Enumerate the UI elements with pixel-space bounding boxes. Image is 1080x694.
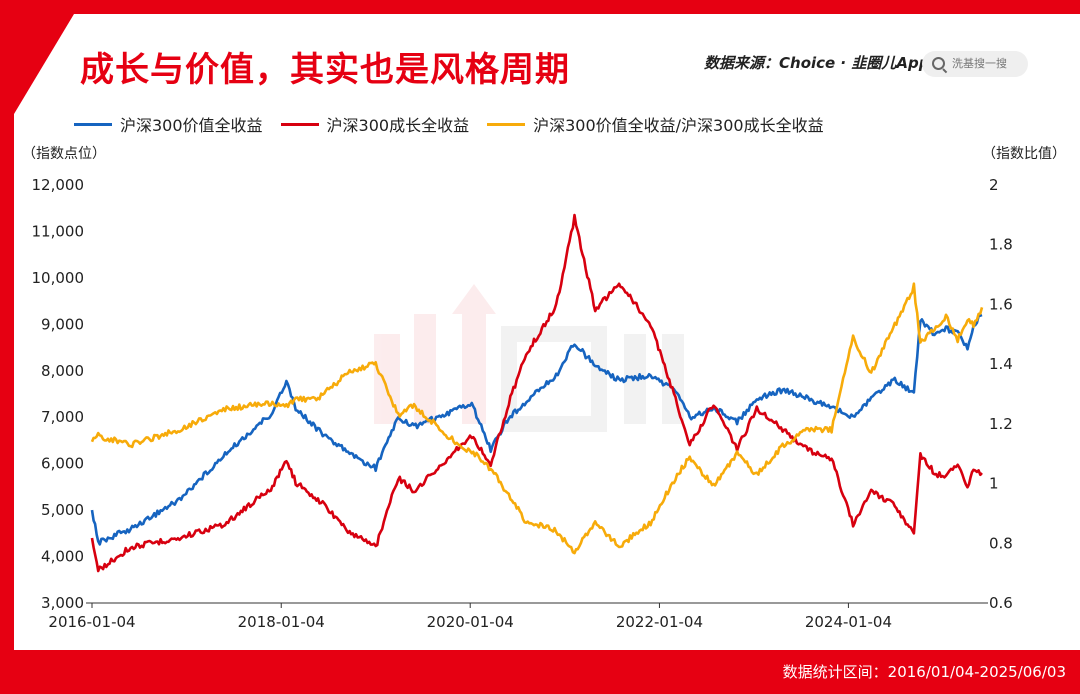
y-right-tick-label: 1.8 bbox=[989, 236, 1013, 254]
series-line-3 bbox=[90, 282, 984, 555]
x-tick-label: 2020-01-04 bbox=[427, 613, 514, 631]
search-placeholder: 洗基搜一搜 bbox=[952, 57, 1007, 70]
x-tick-label: 2022-01-04 bbox=[616, 613, 703, 631]
data-source: 数据来源：Choice · 韭圈儿App bbox=[704, 54, 930, 72]
series-line-1 bbox=[90, 313, 983, 546]
legend-swatch-ratio bbox=[487, 122, 526, 126]
x-tick-label: 2018-01-04 bbox=[238, 613, 325, 631]
y-left-tick-label: 4,000 bbox=[41, 548, 84, 566]
legend-item-value: 沪深300价值全收益 bbox=[74, 112, 263, 136]
legend-item-ratio: 沪深300价值全收益/沪深300成长全收益 bbox=[487, 112, 824, 136]
y-left-tick-label: 11,000 bbox=[32, 222, 85, 240]
chart-series bbox=[90, 213, 984, 573]
y-left-tick-label: 10,000 bbox=[32, 269, 85, 287]
x-tick-label: 2024-01-04 bbox=[805, 613, 892, 631]
y-left-tick-label: 8,000 bbox=[41, 362, 84, 380]
corner-accent bbox=[14, 14, 74, 114]
search-box[interactable]: 洗基搜一搜 bbox=[922, 51, 1028, 77]
y-right-tick-label: 0.8 bbox=[989, 534, 1013, 552]
x-tick-label: 2016-01-04 bbox=[48, 613, 135, 631]
series-line-2 bbox=[90, 213, 983, 573]
chart-legend: 沪深300价值全收益 沪深300成长全收益 沪深300价值全收益/沪深300成长… bbox=[74, 112, 824, 136]
legend-label-ratio: 沪深300价值全收益/沪深300成长全收益 bbox=[533, 116, 824, 135]
chart-card: 成长与价值，其实也是风格周期 数据来源：Choice · 韭圈儿App 洗基搜一… bbox=[14, 14, 1080, 650]
y-right-tick-label: 1.2 bbox=[989, 415, 1013, 433]
y-right-tick-label: 0.6 bbox=[989, 594, 1013, 612]
legend-label-growth: 沪深300成长全收益 bbox=[326, 116, 470, 135]
date-range-footer: 数据统计区间：2016/01/04-2025/06/03 bbox=[782, 663, 1066, 681]
legend-swatch-value bbox=[74, 122, 112, 126]
y-right-tick-label: 1.6 bbox=[989, 295, 1013, 313]
y-right-tick-label: 1.4 bbox=[989, 355, 1013, 373]
search-icon bbox=[932, 57, 945, 70]
page-title: 成长与价值，其实也是风格周期 bbox=[80, 50, 570, 90]
y-right-tick-label: 1 bbox=[989, 475, 999, 493]
y-left-tick-label: 12,000 bbox=[32, 176, 85, 194]
line-chart: （指数点位） （指数比值） 3,000 4,000 5,000 6,000 7,000 8,0… bbox=[22, 146, 1066, 631]
y-left-tick-label: 7,000 bbox=[41, 408, 84, 426]
legend-item-growth: 沪深300成长全收益 bbox=[280, 112, 470, 136]
chart-axes: （指数点位） （指数比值） 3,000 4,000 5,000 6,000 7,000 8,0… bbox=[22, 146, 1066, 631]
y-left-tick-label: 9,000 bbox=[41, 315, 84, 333]
legend-swatch-growth bbox=[280, 122, 319, 126]
y-left-tick-label: 6,000 bbox=[41, 455, 84, 473]
y-right-tick-label: 2 bbox=[989, 176, 999, 194]
y-left-tick-label: 3,000 bbox=[41, 594, 84, 612]
legend-label-value: 沪深300价值全收益 bbox=[120, 116, 263, 135]
y-right-unit: （指数比值） bbox=[982, 146, 1066, 162]
y-left-unit: （指数点位） bbox=[22, 146, 106, 162]
y-left-tick-label: 5,000 bbox=[41, 501, 84, 519]
